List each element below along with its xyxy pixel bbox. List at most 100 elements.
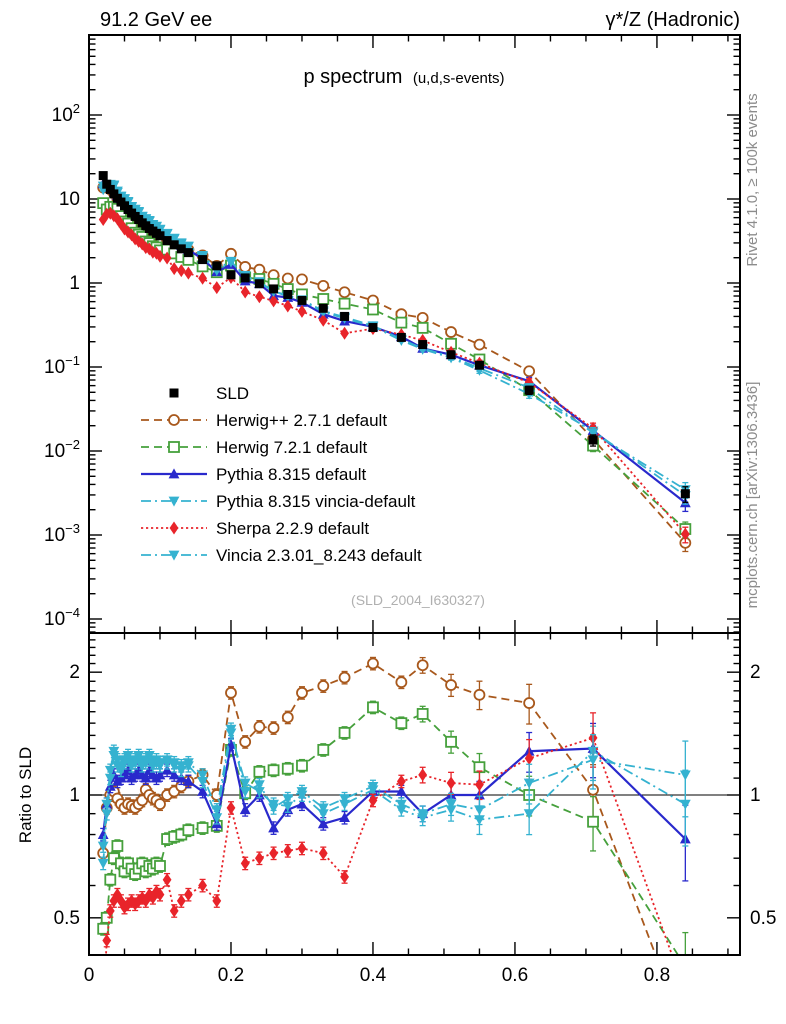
axes [88,35,740,955]
series-sld-marker [680,489,690,499]
ratio-herwigpp-marker [239,735,252,748]
series-sld-marker [418,340,428,350]
series-sld-marker [524,385,534,395]
ratio-herwig7-marker [154,860,166,872]
ratio-vincia-marker [296,787,308,798]
legend-item-herwig7: Herwig 7.2.1 default [141,438,367,457]
ratio-herwigpp-marker [225,686,237,699]
series-sld-marker [283,289,293,299]
analysis-id-watermark: (SLD_2004_I630327) [351,592,485,608]
ratio-herwigpp-marker [296,686,308,699]
ratio-y-tick-label-right: 1 [750,785,761,806]
ratio-vincia-marker [168,758,180,769]
series-sld-marker [396,332,406,342]
ratio-pythia-marker [140,772,152,783]
x-tick-label: 0.6 [502,965,528,986]
ratio-sherpa-marker [155,888,165,902]
ratio-herwig7-line [102,706,680,955]
ratio-vincia-marker [282,794,294,805]
ratio-herwigpp-marker [317,680,330,692]
ratio-vincia-marker [253,780,265,791]
ratio-herwigpp-marker [267,722,280,734]
ratio-vincia-marker [97,841,109,852]
legend-item-pythia: Pythia 8.315 default [141,465,367,484]
ratio-sherpa-marker [127,894,136,908]
series-pythia-line [102,182,687,504]
series-sld-marker [212,261,222,271]
main-y-tick-label: 1 [69,273,80,294]
legend-marker [169,388,179,398]
ratio-pythia-marker [268,822,279,833]
legend: SLD Herwig++ 2.7.1 default Herwig 7.2.1 de… [141,384,422,565]
legend-label: Vincia 2.3.01_8.243 default [216,546,422,565]
series-sherpa-marker [340,326,349,340]
ratio-y-tick-label-right: 0.5 [750,908,776,929]
ratio-herwig7-marker [680,961,690,971]
main-panel-frame [88,34,741,634]
ratio-vincia-marker [225,724,237,735]
series-herwigpp-marker [296,273,308,286]
series-sherpa-marker [240,285,250,299]
series-sld-marker [98,171,108,181]
ratio-sherpa-marker [105,904,115,918]
series-herwig7-line [102,202,686,530]
ratio-pythia-marker [296,798,308,809]
series-sld-marker [240,273,250,283]
series-herwig7-marker [416,321,429,334]
ratio-herwigpp-marker [338,671,351,684]
legend-item-sld: SLD [169,384,249,403]
ratio-sherpa-marker [368,793,378,807]
plot-title-sub: (u,d,s-events) [413,70,505,87]
ratio-herwig7-marker [97,922,110,935]
series-sherpa-marker [269,294,278,308]
ratio-panel-series [89,656,740,1015]
series-sherpa-marker [212,281,222,295]
ratio-sherpa-marker [99,1002,108,1015]
ratio-vincia-marker [122,751,134,762]
ratio-pythia-marker [339,812,350,823]
legend-label: Sherpa 2.2.9 default [216,519,369,538]
series-sld-marker [176,244,186,254]
ratio-vincia-marker [211,805,223,816]
ratio-herwigpp-line [102,662,657,955]
series-sld-marker [588,435,598,445]
x-tick-label: 0.8 [644,965,670,986]
main-y-tick-label: 10−2 [44,437,80,462]
main-panel-series [97,171,692,553]
x-tick-label: 0.4 [360,965,387,986]
series-sherpa-marker [254,290,264,304]
ratio-y-tick-label-left: 1 [69,785,80,806]
ratio-vincia-marker [587,755,599,766]
ratio-vincia-marker [197,770,208,781]
ratio-sherpa-marker [102,933,112,947]
header-beam-energy: 91.2 GeV ee [100,9,212,31]
panel-frames [88,34,741,956]
ratio-herwig7-marker [267,764,280,777]
ratio-vincia-marker [395,799,407,810]
ratio-herwig7-marker [296,759,308,772]
ratio-sherpa-marker [269,846,278,860]
series-sherpa-marker [144,242,154,256]
ratio-herwigpp-marker [473,688,486,701]
series-sherpa-marker [109,209,119,223]
series-vincia-marker [587,428,599,439]
ratio-sherpa-marker [169,904,179,918]
main-y-tick-label: 102 [52,101,80,126]
series-sherpa-marker [283,299,293,313]
ratio-sherpa-marker [130,897,140,911]
ratio-herwig7-marker [367,701,379,714]
plot-title: p spectrum (u,d,s-events) [303,66,504,88]
main-y-tick-label: 10 [59,189,80,210]
ratio-sherpa-marker [198,879,207,893]
ratio-sherpa-marker [297,841,307,855]
legend-marker [168,441,180,453]
ratio-pythia-vincia-marker [253,787,265,798]
series-sld-marker [254,279,264,289]
series-sld-marker [340,311,350,321]
series-sherpa-marker [183,266,193,280]
series-sherpa-marker [127,228,136,242]
x-tick-label: 0 [84,965,95,986]
ratio-vincia-marker [161,755,173,766]
ratio-vincia-marker [133,751,145,762]
ratio-pythia-marker [239,804,251,815]
